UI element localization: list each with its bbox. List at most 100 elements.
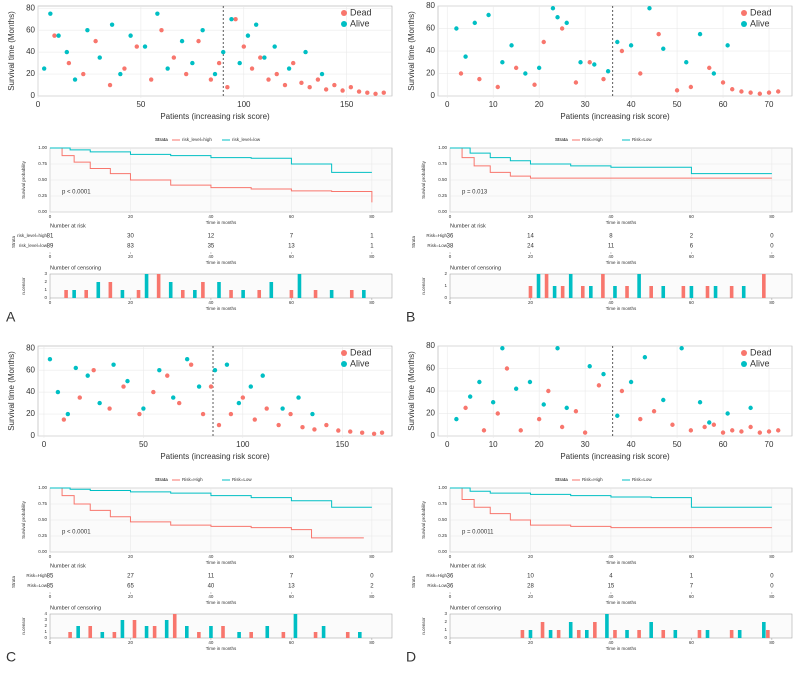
x-tick-label: 40 xyxy=(208,640,214,645)
censor-bar xyxy=(528,630,533,638)
y-tick-label: 0 xyxy=(44,295,47,300)
point xyxy=(253,22,259,27)
censor-bar xyxy=(689,286,694,298)
x-tick-label: 20 xyxy=(128,300,134,305)
censor-bar xyxy=(540,622,545,638)
y-tick-label: 20 xyxy=(26,69,35,78)
point xyxy=(739,89,744,94)
point xyxy=(93,38,98,44)
censor-bar xyxy=(289,290,294,298)
point xyxy=(356,89,362,94)
point xyxy=(208,384,214,389)
point xyxy=(587,60,592,65)
x-tick-label: 60 xyxy=(289,554,295,559)
legend-label: Risk=Low xyxy=(632,477,652,482)
censor-bar xyxy=(520,630,525,638)
legend-label: Alive xyxy=(350,358,370,368)
y-tick-label: 3 xyxy=(444,611,447,616)
y-tick-label: 0.75 xyxy=(38,161,47,166)
y-tick-label: 0.50 xyxy=(438,177,447,182)
censor-bar xyxy=(144,626,149,638)
censor-bar xyxy=(136,290,141,298)
point xyxy=(303,49,308,55)
x-axis-label: Time in months xyxy=(206,646,237,651)
censor-bar xyxy=(72,290,76,298)
censor-bar xyxy=(329,290,334,298)
legend-label: Dead xyxy=(350,7,372,17)
point xyxy=(642,355,648,360)
x-tick-label: 20 xyxy=(535,100,544,109)
at-risk-count: 15 xyxy=(608,584,615,590)
x-tick-label: 80 xyxy=(369,214,375,219)
point xyxy=(379,430,385,435)
censor-bar xyxy=(548,630,553,638)
x-tick-label: 80 xyxy=(769,554,775,559)
point xyxy=(73,365,78,371)
y-tick-label: 0.75 xyxy=(438,501,447,506)
x-tick-label: 40 xyxy=(208,594,214,599)
point xyxy=(148,77,154,82)
legend-label: Risk=High xyxy=(182,477,203,482)
point xyxy=(500,346,505,351)
y-tick-label: 80 xyxy=(426,341,435,350)
point xyxy=(651,409,657,414)
censor-bar xyxy=(180,290,185,298)
point xyxy=(628,43,634,48)
point xyxy=(299,80,304,86)
point xyxy=(286,66,292,71)
point xyxy=(229,16,234,22)
point xyxy=(228,411,234,417)
at-risk-count: 0 xyxy=(770,244,774,250)
censor-bar xyxy=(613,286,617,298)
at-risk-count: 81 xyxy=(47,234,54,240)
point xyxy=(592,62,597,67)
point xyxy=(527,379,533,385)
point xyxy=(702,424,707,430)
point xyxy=(233,16,238,22)
legend-label: Dead xyxy=(750,7,772,17)
survival-curve xyxy=(450,147,772,179)
point xyxy=(72,77,78,82)
x-tick-label: 40 xyxy=(608,214,614,219)
x-axis-label: Time in months xyxy=(606,560,637,565)
y-tick-label: 0.50 xyxy=(38,517,47,522)
point xyxy=(245,33,251,38)
point xyxy=(707,420,712,425)
x-tick-label: 40 xyxy=(608,640,614,645)
y-tick-label: 0.25 xyxy=(438,193,447,198)
point xyxy=(97,55,102,60)
at-risk-count: 14 xyxy=(527,234,534,240)
x-tick-label: 0 xyxy=(42,440,47,449)
y-tick-label: 1.00 xyxy=(38,145,47,150)
point xyxy=(41,66,47,71)
point xyxy=(151,389,156,395)
point xyxy=(555,346,560,351)
point xyxy=(323,87,329,92)
y-tick-label: 0.25 xyxy=(38,193,47,198)
point xyxy=(578,60,583,65)
y-axis-label: Survival time (Months) xyxy=(7,11,16,91)
point xyxy=(134,44,139,49)
point xyxy=(310,411,315,417)
point xyxy=(601,76,606,82)
point xyxy=(458,71,464,76)
y-axis-label: n.censor xyxy=(421,277,426,295)
censor-bar xyxy=(552,286,557,298)
y-axis-label: Strata xyxy=(411,236,416,249)
x-axis-label: Patients (increasing risk score) xyxy=(160,452,270,461)
censor-bar xyxy=(108,282,113,298)
point xyxy=(319,71,325,77)
x-tick-label: 20 xyxy=(128,594,134,599)
y-axis-label: Survival time (Months) xyxy=(407,351,416,431)
point xyxy=(188,362,194,367)
point xyxy=(596,383,602,388)
at-risk-count: 35 xyxy=(208,244,215,250)
x-tick-label: 10 xyxy=(489,440,498,449)
x-tick-label: 20 xyxy=(528,554,534,559)
point xyxy=(249,66,255,71)
survival-curve xyxy=(50,147,372,173)
point xyxy=(541,402,546,407)
at-risk-count: 0 xyxy=(770,584,774,590)
point xyxy=(276,422,281,428)
point xyxy=(661,397,666,403)
